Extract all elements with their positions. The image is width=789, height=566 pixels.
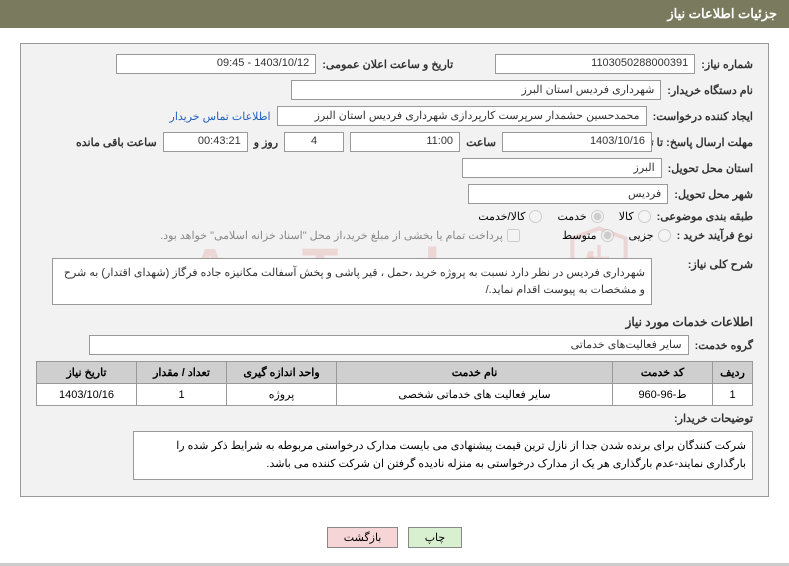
th-unit: واحد اندازه گیری — [227, 362, 337, 384]
overview-label: شرح کلی نیاز: — [658, 258, 753, 271]
remaining-label: ساعت باقی مانده — [76, 136, 157, 149]
radio-minor[interactable]: جزیی — [629, 229, 671, 242]
need-no-label: شماره نیاز: — [701, 58, 753, 71]
cell-date: 1403/10/16 — [37, 384, 137, 406]
purchase-type-label: نوع فرآیند خرید : — [677, 229, 753, 242]
th-date: تاریخ نیاز — [37, 362, 137, 384]
days-and-label: روز و — [254, 136, 278, 149]
row-buyer-org: نام دستگاه خریدار: شهرداری فردیس استان ا… — [36, 80, 753, 100]
cell-qty: 1 — [137, 384, 227, 406]
panel-title: جزئیات اطلاعات نیاز — [0, 0, 789, 28]
overview-box: شهرداری فردیس در نظر دارد نسبت به پروژه … — [52, 258, 652, 305]
purchase-type-radio-group: جزیی متوسط — [562, 229, 671, 242]
th-row: ردیف — [713, 362, 753, 384]
row-requester: ایجاد کننده درخواست: محمدحسین حشمدار سرپ… — [36, 106, 753, 126]
deadline-date-field: 1403/10/16 — [502, 132, 652, 152]
cell-unit: پروژه — [227, 384, 337, 406]
th-code: کد خدمت — [613, 362, 713, 384]
radio-service[interactable]: خدمت — [557, 210, 603, 223]
category-label: طبقه بندی موضوعی: — [657, 210, 753, 223]
row-service-group: گروه خدمت: سایر فعالیت‌های خدماتی — [36, 335, 753, 355]
button-bar: چاپ بازگشت — [0, 512, 789, 563]
requester-field: محمدحسین حشمدار سرپرست کارپردازی شهرداری… — [277, 106, 647, 126]
buyer-notes-box: شرکت کنندگان برای برنده شدن جدا از نازل … — [133, 431, 753, 480]
radio-goods[interactable]: کالا — [619, 210, 651, 223]
services-section-title: اطلاعات خدمات مورد نیاز — [36, 315, 753, 329]
service-group-field: سایر فعالیت‌های خدماتی — [89, 335, 689, 355]
service-group-label: گروه خدمت: — [695, 339, 753, 352]
cell-code: ط-96-960 — [613, 384, 713, 406]
delivery-city-label: شهر محل تحویل: — [674, 188, 753, 201]
requester-label: ایجاد کننده درخواست: — [653, 110, 753, 123]
row-buyer-notes: توضیحات خریدار: شرکت کنندگان برای برنده … — [36, 412, 753, 480]
table-header-row: ردیف کد خدمت نام خدمت واحد اندازه گیری ت… — [37, 362, 753, 384]
cell-name: سایر فعالیت های خدماتی شخصی — [337, 384, 613, 406]
row-category: طبقه بندی موضوعی: کالا خدمت کالا/خدمت — [36, 210, 753, 223]
buyer-notes-label: توضیحات خریدار: — [658, 412, 753, 425]
time-label: ساعت — [466, 136, 496, 149]
delivery-province-label: استان محل تحویل: — [668, 162, 753, 175]
treasury-checkbox[interactable]: پرداخت تمام یا بخشی از مبلغ خرید،از محل … — [160, 229, 520, 242]
th-qty: تعداد / مقدار — [137, 362, 227, 384]
buyer-org-label: نام دستگاه خریدار: — [667, 84, 753, 97]
treasury-note: پرداخت تمام یا بخشی از مبلغ خرید،از محل … — [160, 229, 503, 242]
th-name: نام خدمت — [337, 362, 613, 384]
radio-medium[interactable]: متوسط — [562, 229, 614, 242]
print-button[interactable]: چاپ — [408, 527, 463, 548]
buyer-org-field: شهرداری فردیس استان البرز — [291, 80, 661, 100]
row-overview: شرح کلی نیاز: شهرداری فردیس در نظر دارد … — [36, 258, 753, 305]
announce-field: 1403/10/12 - 09:45 — [116, 54, 316, 74]
deadline-label: مهلت ارسال پاسخ: تا تاریخ: — [658, 136, 753, 149]
deadline-time-field: 11:00 — [350, 132, 460, 152]
delivery-city-field: فردیس — [468, 184, 668, 204]
table-row: 1 ط-96-960 سایر فعالیت های خدماتی شخصی پ… — [37, 384, 753, 406]
main-panel: AnaTender.net شماره نیاز: 11030502880003… — [20, 43, 769, 497]
announce-label: تاریخ و ساعت اعلان عمومی: — [322, 58, 453, 71]
category-radio-group: کالا خدمت کالا/خدمت — [478, 210, 650, 223]
row-deadline: مهلت ارسال پاسخ: تا تاریخ: 1403/10/16 سا… — [36, 132, 753, 152]
page-container: جزئیات اطلاعات نیاز AnaTender.net شماره … — [0, 0, 789, 563]
row-delivery-province: استان محل تحویل: البرز — [36, 158, 753, 178]
back-button[interactable]: بازگشت — [327, 527, 399, 548]
days-remaining-field: 4 — [284, 132, 344, 152]
need-no-field: 1103050288000391 — [495, 54, 695, 74]
cell-idx: 1 — [713, 384, 753, 406]
panel-title-text: جزئیات اطلاعات نیاز — [667, 6, 777, 21]
row-delivery-city: شهر محل تحویل: فردیس — [36, 184, 753, 204]
radio-both[interactable]: کالا/خدمت — [478, 210, 542, 223]
delivery-province-field: البرز — [462, 158, 662, 178]
countdown-field: 00:43:21 — [163, 132, 248, 152]
row-purchase-type: نوع فرآیند خرید : جزیی متوسط پرداخت تمام… — [36, 229, 753, 242]
row-need-number: شماره نیاز: 1103050288000391 تاریخ و ساع… — [36, 54, 753, 74]
services-table: ردیف کد خدمت نام خدمت واحد اندازه گیری ت… — [36, 361, 753, 406]
buyer-contact-link[interactable]: اطلاعات تماس خریدار — [170, 110, 271, 123]
